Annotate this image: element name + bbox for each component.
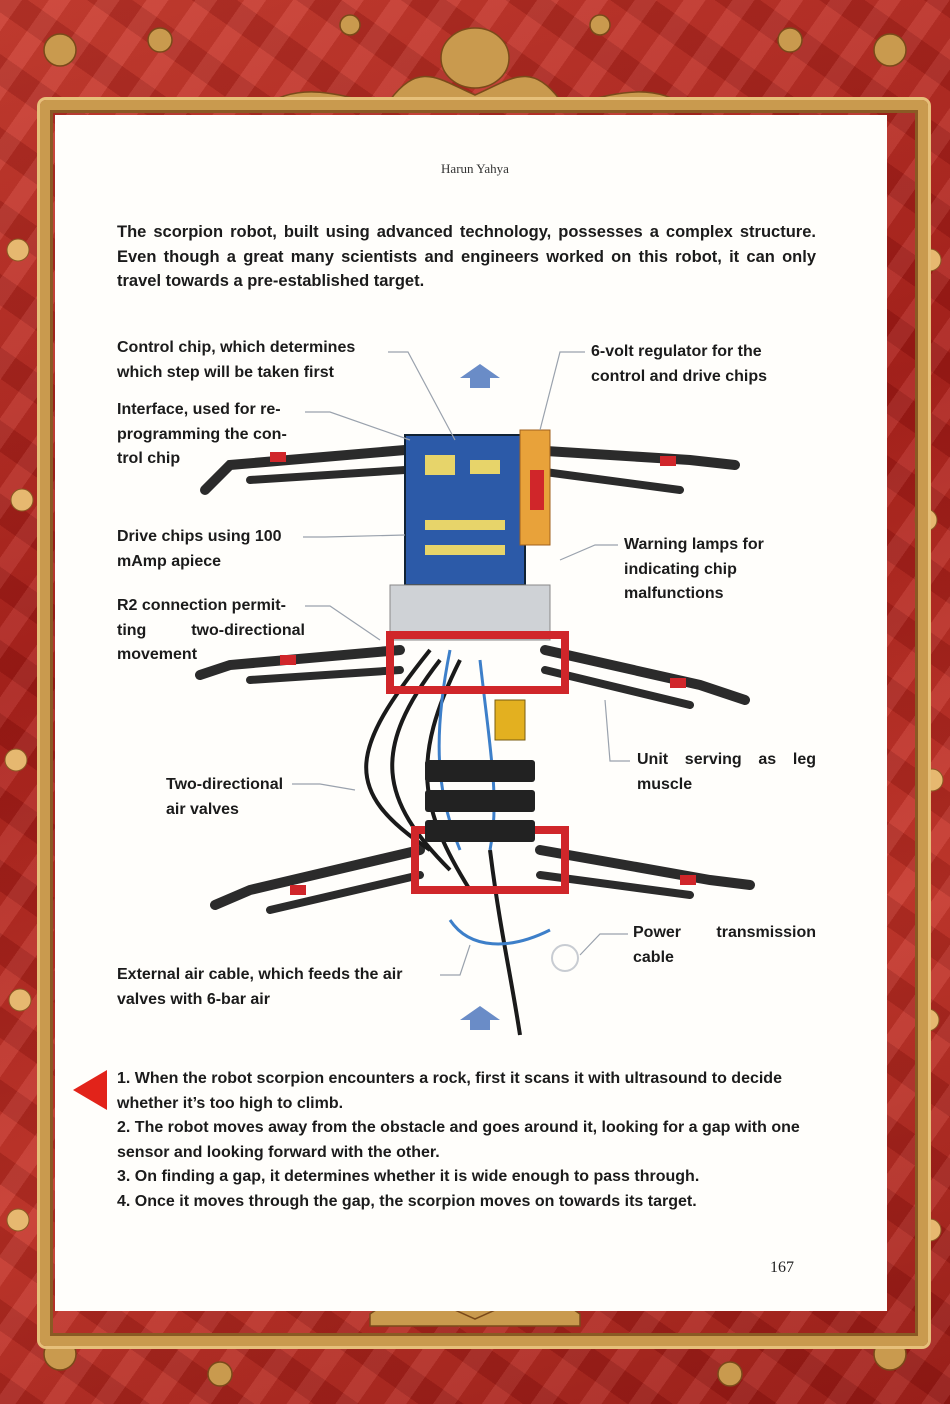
page-number: 167 <box>770 1259 794 1276</box>
label-interface: Interface, used for re-programming the c… <box>117 401 287 467</box>
ornament-top-icon <box>43 14 907 113</box>
label-external-cable: External air cable, which feeds the air v… <box>117 966 403 1008</box>
arrow-down-icon <box>460 1006 500 1030</box>
steps-list: 1. When the robot scorpion encounters a … <box>117 1067 817 1214</box>
arrow-up-icon <box>460 364 500 388</box>
intro-paragraph: The scorpion robot, built using advanced… <box>117 223 816 290</box>
step-item: 2. The robot moves away from the obstacl… <box>117 1119 800 1161</box>
step-item: 4. Once it moves through the gap, the sc… <box>117 1192 697 1210</box>
r2-frame <box>386 631 569 694</box>
page-area <box>55 115 887 1311</box>
air-valves <box>425 760 535 842</box>
label-r2-connection: R2 connection permit-ting two-directiona… <box>117 597 305 663</box>
label-leg-muscle: Unit serving as leg muscle <box>637 751 816 793</box>
label-power-cable: Power transmission cable <box>633 924 816 966</box>
label-drive-chips: Drive chips using 100 mAmp apiece <box>117 528 282 570</box>
step-item: 1. When the robot scorpion encounters a … <box>117 1070 782 1112</box>
leg-arms <box>195 445 755 914</box>
label-control-chip: Control chip, which determines which step… <box>117 339 356 381</box>
label-warning-lamps: Warning lamps for indicating chip malfunct… <box>624 536 764 602</box>
step-item: 3. On finding a gap, it determines wheth… <box>117 1168 700 1185</box>
red-triangle-icon <box>73 1070 107 1110</box>
power-cable-ring <box>551 944 579 972</box>
running-header: Harun Yahya <box>441 161 509 176</box>
gold-border <box>40 100 928 1346</box>
label-regulator: 6-volt regulator for the control and driv… <box>591 343 768 385</box>
label-air-valves: Two-directional air valves <box>166 776 284 818</box>
scorpion-robot-illustration <box>195 364 755 1036</box>
leg-joints <box>270 452 696 895</box>
